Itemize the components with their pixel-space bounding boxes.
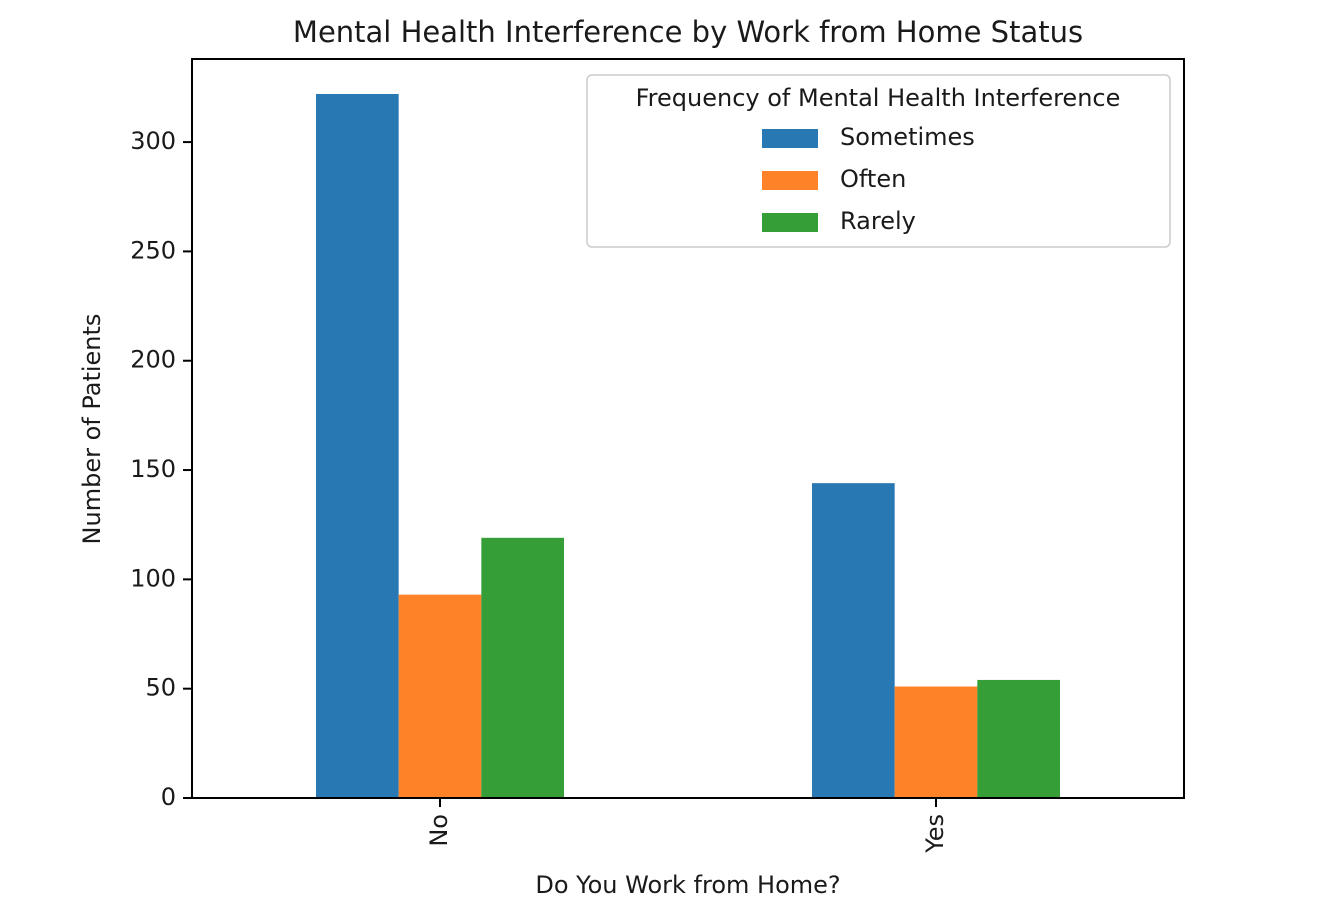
legend: Frequency of Mental Health Interference …: [586, 74, 1171, 248]
chart-title: Mental Health Interference by Work from …: [293, 15, 1083, 49]
legend-label-rarely: Rarely: [840, 207, 916, 235]
y-tick-label: 100: [130, 564, 176, 592]
y-tick-label: 0: [161, 783, 176, 811]
legend-title: Frequency of Mental Health Interference: [636, 84, 1121, 112]
x-tick-label: Yes: [921, 814, 949, 854]
bar-no-sometimes: [316, 93, 399, 799]
legend-swatch-sometimes: [762, 129, 818, 148]
x-tick-label: No: [425, 814, 453, 847]
y-tick-label: 200: [130, 346, 176, 374]
legend-label-often: Often: [840, 165, 906, 193]
legend-swatch-rarely: [762, 213, 818, 232]
legend-swatch-often: [762, 171, 818, 190]
bar-no-often: [398, 594, 482, 798]
plot-area: [191, 58, 1185, 799]
bar-yes-rarely: [977, 679, 1060, 798]
y-tick-label: 250: [130, 236, 176, 264]
y-axis: 0 50 100 150 200 250 300: [130, 127, 192, 811]
x-axis: No Yes: [425, 798, 949, 854]
y-tick-label: 300: [130, 127, 176, 155]
y-tick-label: 50: [145, 674, 176, 702]
plot-frame: [191, 58, 1185, 799]
y-tick-label: 150: [130, 455, 176, 483]
bar-no-rarely: [481, 537, 564, 798]
legend-box: [586, 74, 1171, 248]
bars: [316, 93, 1060, 799]
y-axis-label: Number of Patients: [78, 314, 106, 545]
bar-yes-sometimes: [812, 483, 895, 798]
bar-yes-often: [894, 686, 978, 798]
x-axis-label: Do You Work from Home?: [535, 871, 840, 899]
legend-items: Sometimes Often Rarely: [762, 123, 975, 235]
legend-label-sometimes: Sometimes: [840, 123, 975, 151]
